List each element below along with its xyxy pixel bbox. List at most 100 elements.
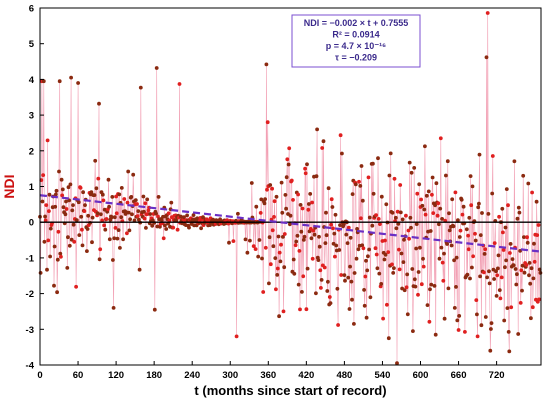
data-point	[350, 297, 354, 302]
data-point	[392, 176, 397, 181]
data-point	[463, 330, 467, 334]
data-point	[446, 286, 451, 291]
data-point	[424, 193, 429, 198]
data-point	[475, 334, 480, 339]
data-point	[487, 269, 491, 274]
data-point	[330, 205, 335, 209]
data-point	[243, 237, 248, 242]
data-point	[300, 290, 304, 294]
data-point	[451, 224, 456, 229]
data-point	[80, 243, 85, 248]
data-point	[284, 206, 288, 211]
x-axis-ticks: 0 60 120 180 240 300 360 420 480 540 600 660 720	[37, 361, 505, 381]
data-point	[440, 260, 445, 265]
data-point	[466, 233, 470, 238]
data-point	[531, 276, 536, 281]
data-point	[272, 215, 276, 219]
data-point	[48, 226, 53, 231]
data-point	[348, 235, 353, 240]
data-point	[371, 191, 376, 196]
y-tick-label: -3	[26, 325, 34, 336]
data-point	[301, 238, 306, 242]
data-point	[283, 193, 288, 197]
data-point	[249, 181, 254, 185]
data-point	[507, 349, 512, 354]
data-point	[281, 309, 286, 314]
data-point	[78, 186, 83, 190]
data-point	[63, 212, 68, 217]
data-point	[261, 290, 266, 294]
data-point	[99, 212, 103, 217]
data-point	[282, 232, 287, 236]
data-point	[325, 289, 330, 293]
data-point	[447, 211, 451, 216]
data-point	[119, 215, 124, 220]
x-tick-label: 420	[298, 370, 314, 381]
data-point	[506, 330, 511, 334]
data-point	[492, 277, 496, 281]
data-point	[69, 75, 73, 80]
data-point	[273, 256, 278, 260]
data-point	[453, 190, 458, 195]
data-point	[421, 264, 426, 269]
data-point	[442, 251, 446, 256]
data-point	[386, 336, 391, 341]
data-point	[498, 296, 503, 301]
data-point	[100, 218, 104, 223]
data-point	[303, 171, 308, 176]
data-point	[70, 208, 75, 213]
data-point	[90, 240, 94, 245]
x-tick-label: 720	[489, 370, 505, 381]
data-point	[464, 227, 469, 232]
data-point	[445, 159, 450, 164]
stats-r-squared: R² = 0.0914	[332, 30, 379, 40]
data-point	[402, 288, 407, 293]
data-point	[362, 288, 366, 292]
data-point	[142, 209, 146, 214]
data-point	[497, 288, 502, 292]
data-point	[470, 184, 475, 189]
data-point	[126, 169, 131, 174]
data-point	[483, 247, 488, 252]
data-point	[278, 259, 283, 264]
data-point	[270, 186, 274, 191]
data-point	[381, 316, 385, 321]
x-tick-label: 300	[222, 370, 238, 381]
data-point	[291, 198, 295, 202]
data-point	[349, 279, 354, 284]
data-point	[419, 197, 423, 202]
data-point	[54, 192, 58, 197]
data-point	[114, 211, 119, 216]
data-point	[131, 172, 136, 177]
data-point	[306, 207, 311, 212]
data-point	[257, 238, 262, 242]
data-point	[268, 262, 273, 267]
data-point	[518, 301, 523, 305]
y-tick-label: 5	[29, 39, 35, 50]
data-point	[470, 265, 474, 270]
data-point	[449, 243, 454, 248]
data-point	[503, 265, 507, 270]
data-point	[236, 211, 240, 216]
data-point	[417, 182, 422, 187]
data-point	[277, 250, 282, 255]
data-point	[468, 174, 473, 179]
regression-stats-box: NDI = −0.002 × t + 0.7555 R² = 0.0914 p …	[291, 14, 421, 68]
data-point	[262, 201, 267, 206]
data-point	[288, 222, 292, 227]
data-point	[414, 222, 419, 227]
data-point	[59, 254, 63, 259]
data-point	[428, 229, 433, 233]
data-point	[185, 213, 190, 218]
data-point	[65, 266, 70, 270]
data-point	[254, 204, 259, 209]
data-point	[152, 307, 157, 312]
data-point	[378, 222, 382, 227]
data-point	[438, 206, 443, 211]
data-point	[86, 213, 91, 218]
data-point	[337, 248, 342, 252]
data-point	[103, 227, 108, 232]
data-point	[409, 225, 413, 230]
data-point	[296, 192, 300, 197]
data-point	[406, 228, 411, 233]
